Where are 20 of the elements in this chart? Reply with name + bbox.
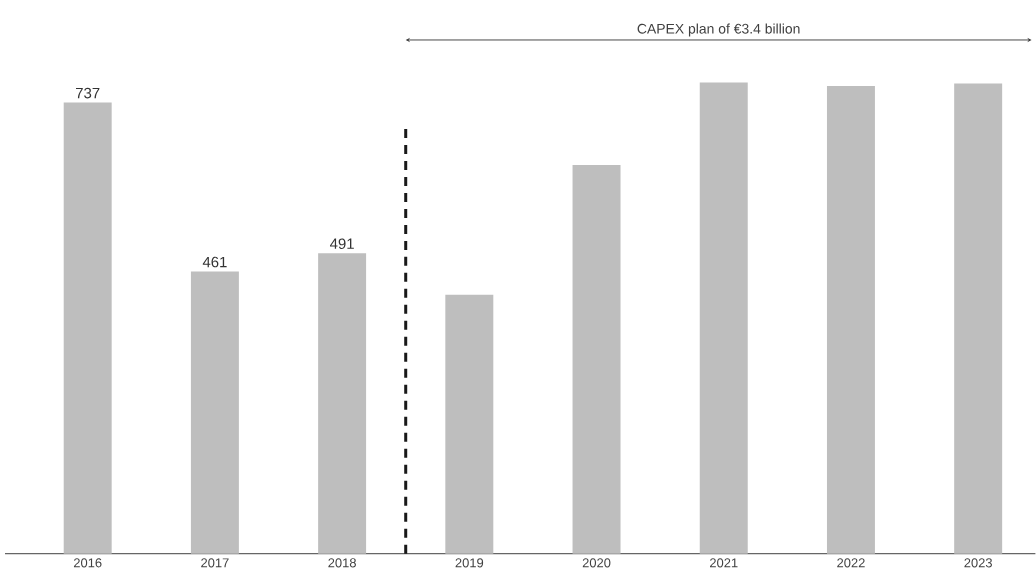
x-tick-label: 2020 [582, 558, 611, 568]
x-tick-label: 2021 [710, 558, 738, 568]
text: CAPEX plan of €3.4 billion [637, 23, 800, 37]
data-label: 491 [330, 238, 354, 250]
x-tick-label: 2022 [837, 558, 865, 568]
x-tick-label: 2023 [964, 558, 992, 568]
x-tick-label: 2016 [73, 558, 102, 568]
bar [954, 83, 1003, 554]
bar [826, 86, 875, 554]
bar [318, 253, 367, 554]
data-label: 737 [76, 87, 100, 99]
x-tick-label: 2019 [455, 558, 484, 568]
x-tick-label: 2018 [328, 558, 356, 568]
bar [699, 82, 748, 554]
bar [572, 165, 621, 554]
bar [445, 294, 494, 554]
bar [190, 271, 239, 554]
x-tick-label: 2017 [201, 558, 229, 568]
bar [63, 102, 112, 554]
data-label: 461 [202, 256, 227, 268]
